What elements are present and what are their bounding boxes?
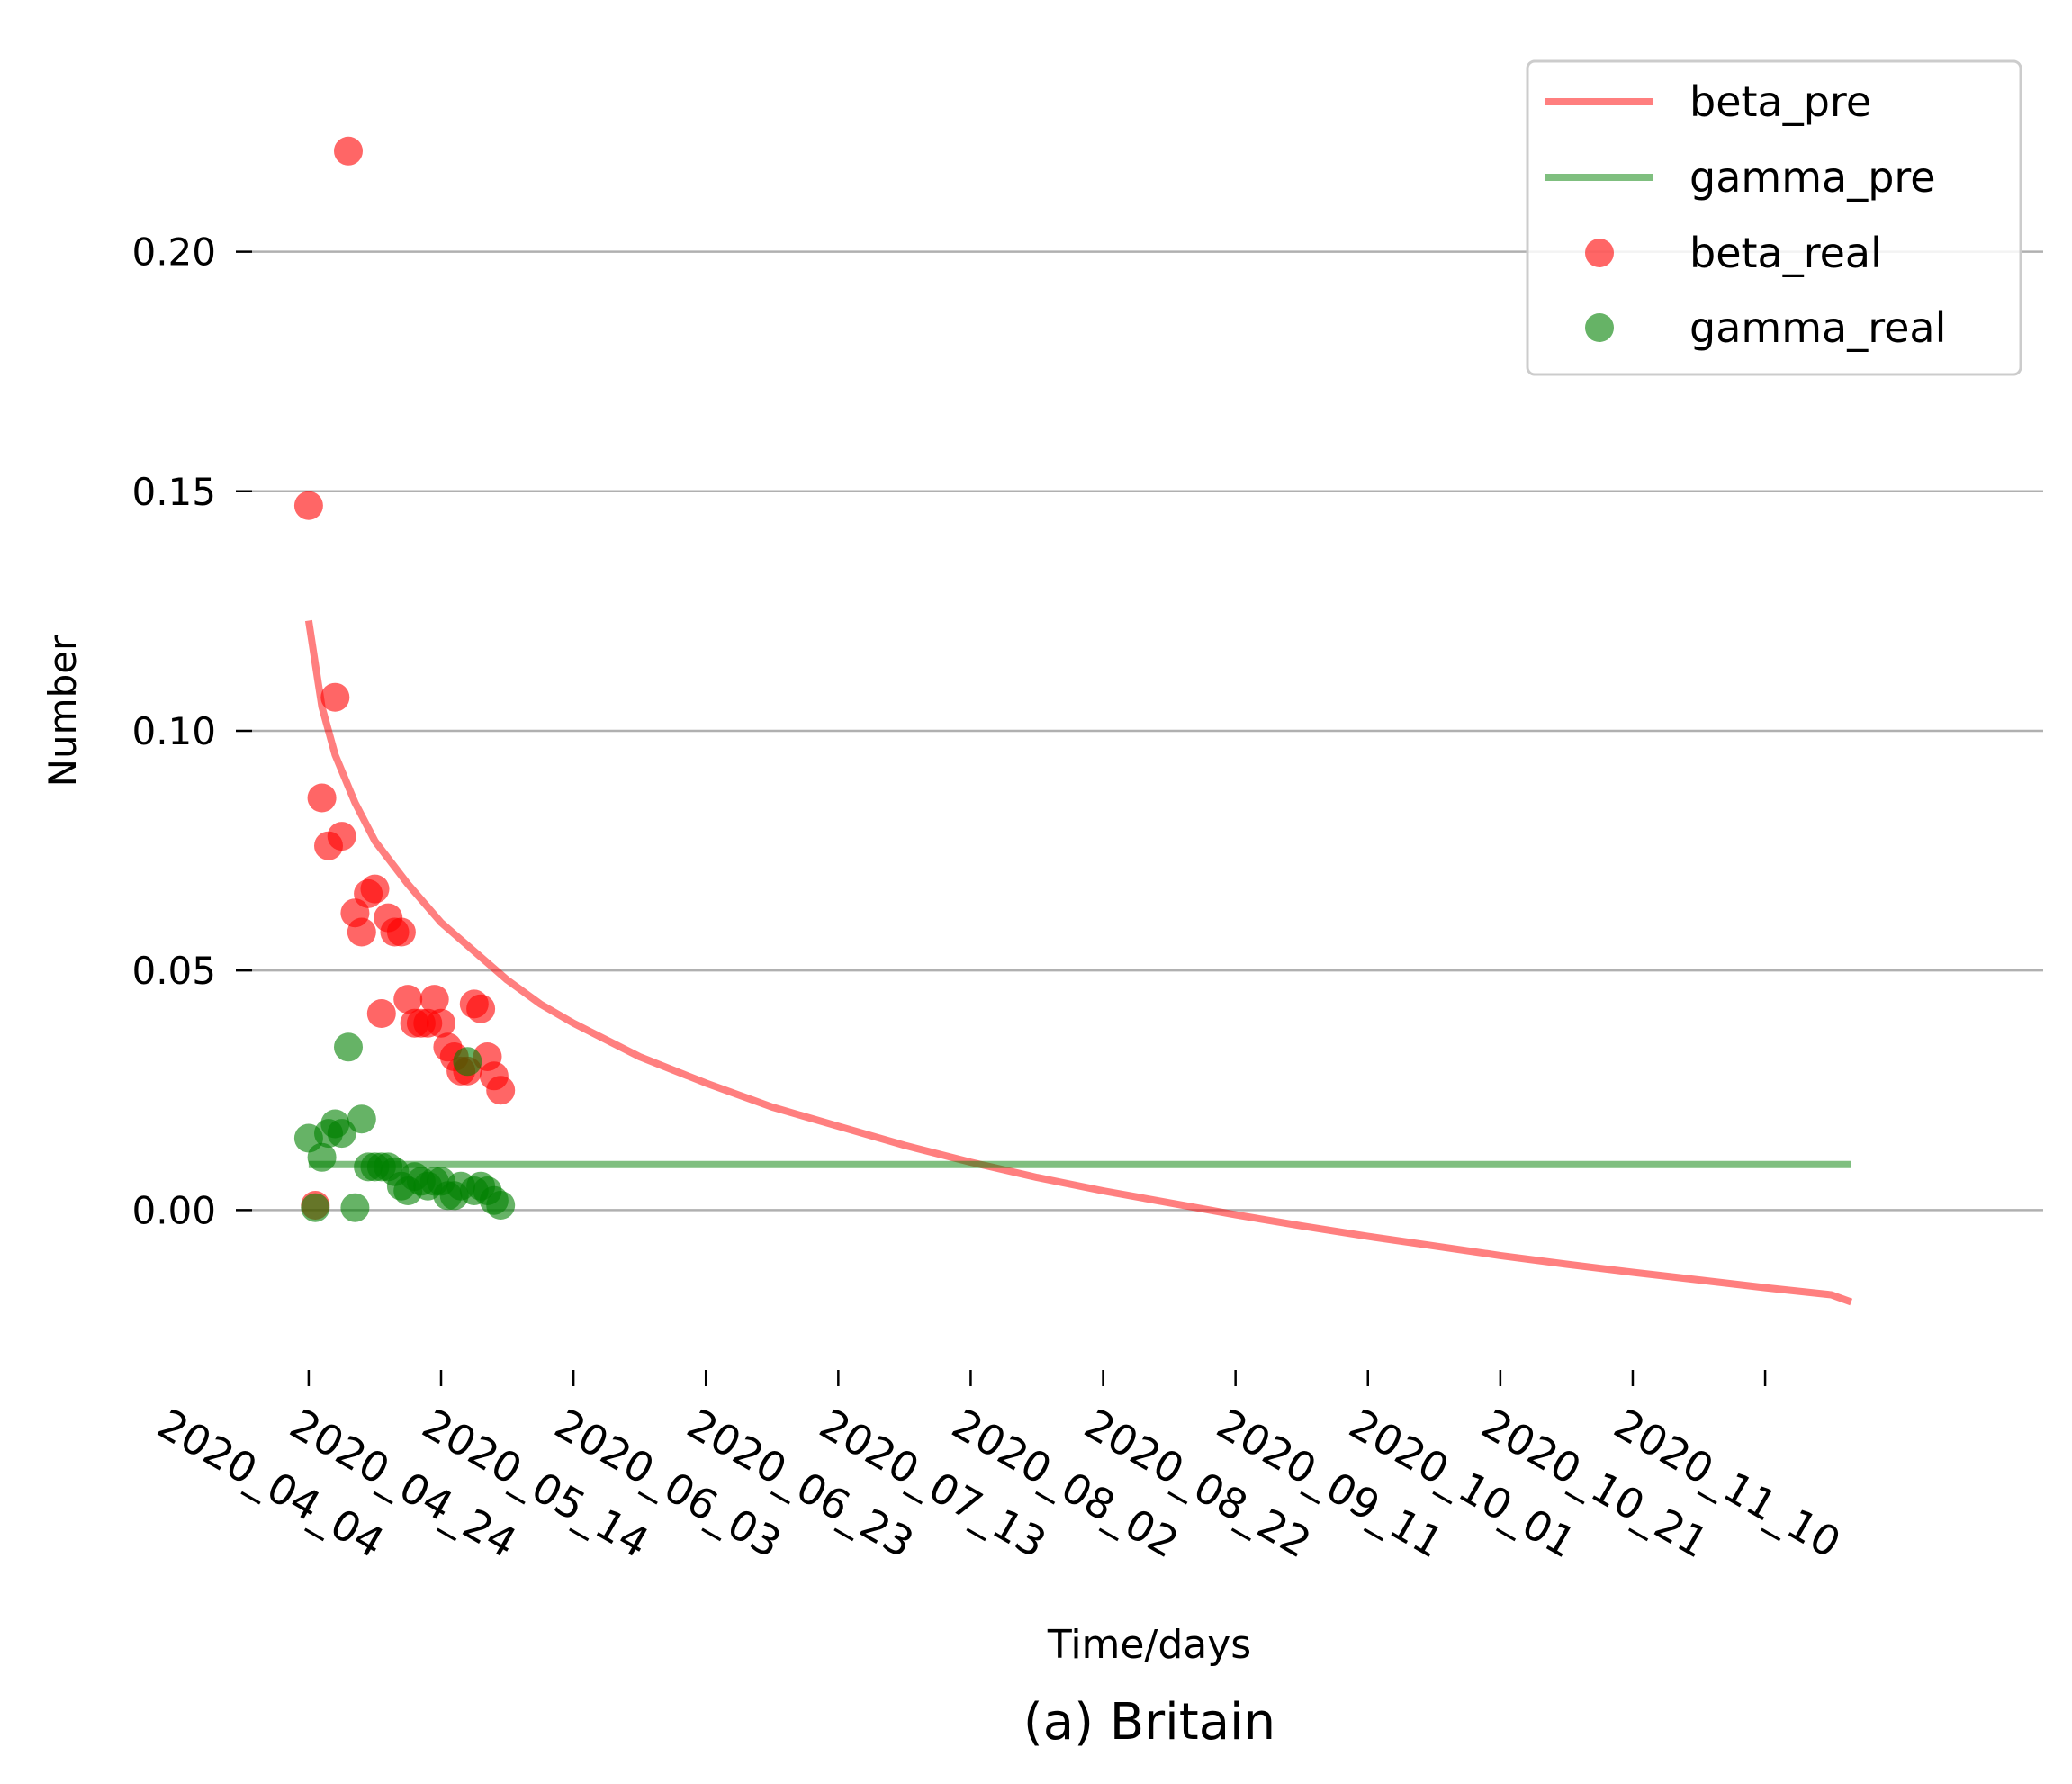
data-point-gamma_real: [486, 1191, 516, 1220]
data-point-beta_real: [386, 917, 416, 947]
legend-label-gamma_pre: gamma_pre: [1689, 153, 1936, 202]
data-point-gamma_real: [301, 1193, 330, 1222]
legend: beta_pre gamma_pre beta_real gamma_real: [1526, 59, 2022, 376]
data-point-beta_real: [486, 1076, 516, 1105]
data-point-beta_real: [307, 783, 337, 813]
data-point-beta_real: [293, 491, 323, 520]
y-tick-label: 0.15: [131, 470, 216, 514]
data-point-beta_real: [419, 985, 449, 1014]
data-point-gamma_real: [327, 1119, 356, 1149]
data-point-beta_real: [360, 874, 390, 904]
data-point-beta_real: [347, 917, 376, 947]
legend-swatch-gamma_real: [1585, 313, 1614, 342]
y-tick-label: 0.10: [131, 709, 216, 753]
grid-lines: [252, 250, 2043, 1212]
data-point-beta_real: [366, 999, 396, 1028]
legend-label-beta_real: beta_real: [1689, 229, 1882, 277]
y-tick-label: 0.20: [131, 230, 216, 275]
legend-label-beta_pre: beta_pre: [1689, 77, 1871, 126]
data-point-gamma_real: [347, 1104, 376, 1134]
y-tick-label: 0.00: [131, 1188, 216, 1232]
data-point-beta_real: [327, 822, 356, 851]
x-axis-label: Time/days: [1047, 1622, 1251, 1668]
data-point-beta_real: [466, 994, 496, 1023]
legend-box: [1526, 59, 2022, 376]
y-axis-label: Number: [41, 635, 85, 787]
series-line-beta_pre: [304, 619, 1853, 1306]
data-point-beta_real: [334, 136, 363, 166]
data-point-beta_real: [427, 1008, 455, 1038]
legend-swatch-beta_real: [1585, 239, 1614, 267]
figure-caption: (a) Britain: [1023, 1693, 1275, 1752]
legend-label-gamma_real: gamma_real: [1689, 303, 1946, 352]
data-point-beta_real: [393, 985, 423, 1014]
data-point-beta_real: [320, 682, 350, 712]
plot-area: [293, 136, 1853, 1306]
data-point-gamma_real: [453, 1047, 482, 1077]
y-tick-label: 0.05: [131, 949, 216, 993]
data-point-gamma_real: [334, 1032, 363, 1062]
data-point-gamma_real: [340, 1193, 370, 1222]
data-point-gamma_real: [307, 1142, 337, 1172]
